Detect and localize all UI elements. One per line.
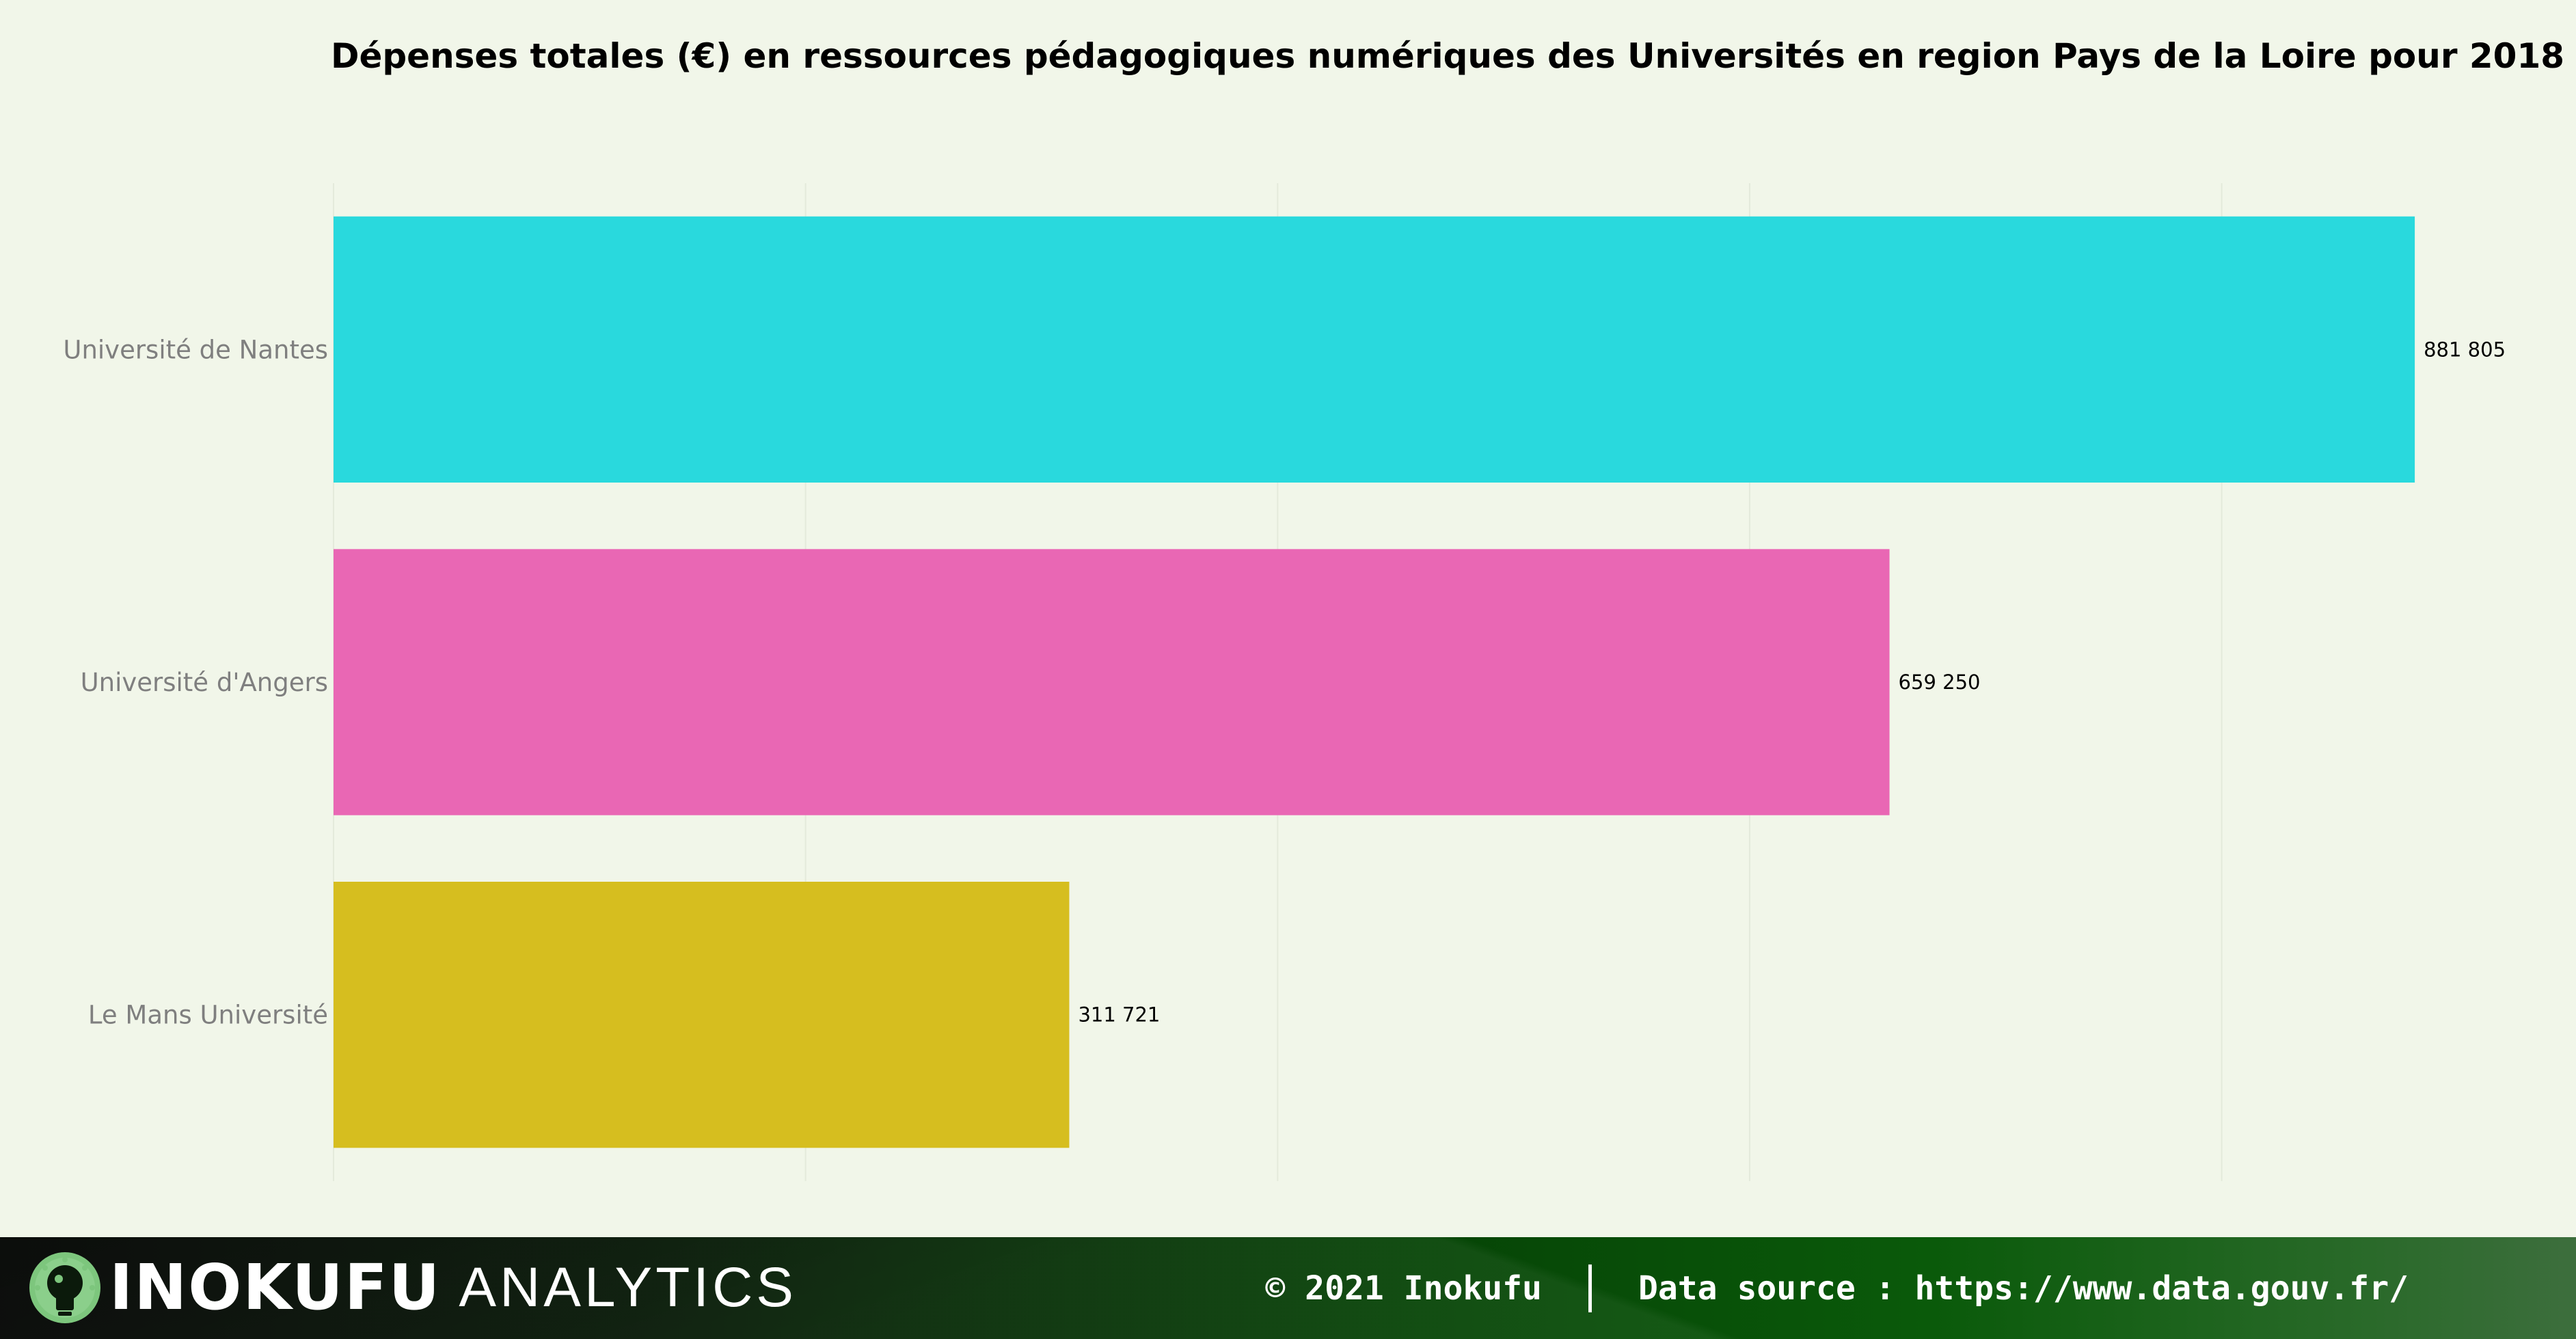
brand-name: INOKUFU [109, 1251, 442, 1324]
category-labels: Université de Nantes Université d'Angers L… [63, 335, 328, 1029]
footer-banner: INOKUFU ANALYTICS © 2021 Inokufu Data so… [0, 1237, 2576, 1339]
footer-credits: © 2021 Inokufu Data source : https://www… [1265, 1237, 2409, 1339]
category-label-1: Université d'Angers [81, 668, 328, 697]
bar-0 [334, 216, 2415, 483]
bar-chart: Dépenses totales (€) en ressources pédag… [63, 36, 2564, 1181]
value-labels: 881 805 659 250 311 721 [1078, 338, 2506, 1026]
value-label-1: 659 250 [1899, 671, 1981, 694]
value-label-0: 881 805 [2424, 338, 2506, 361]
lightbulb-logo-icon [29, 1252, 100, 1323]
category-label-0: Université de Nantes [63, 335, 328, 364]
bar-1 [334, 549, 1890, 815]
value-label-2: 311 721 [1078, 1003, 1160, 1027]
footer-texture [0, 1237, 2576, 1339]
chart-title: Dépenses totales (€) en ressources pédag… [331, 36, 2564, 76]
copyright-text: © 2021 Inokufu [1265, 1269, 1542, 1308]
data-source-text: Data source : https://www.data.gouv.fr/ [1638, 1269, 2409, 1308]
bars [334, 216, 2415, 1148]
brand-subtitle: ANALYTICS [459, 1256, 797, 1318]
category-label-2: Le Mans Université [88, 1001, 328, 1030]
bar-2 [334, 882, 1070, 1148]
brand-logo: INOKUFU ANALYTICS [27, 1250, 797, 1325]
footer-divider [1588, 1264, 1592, 1312]
